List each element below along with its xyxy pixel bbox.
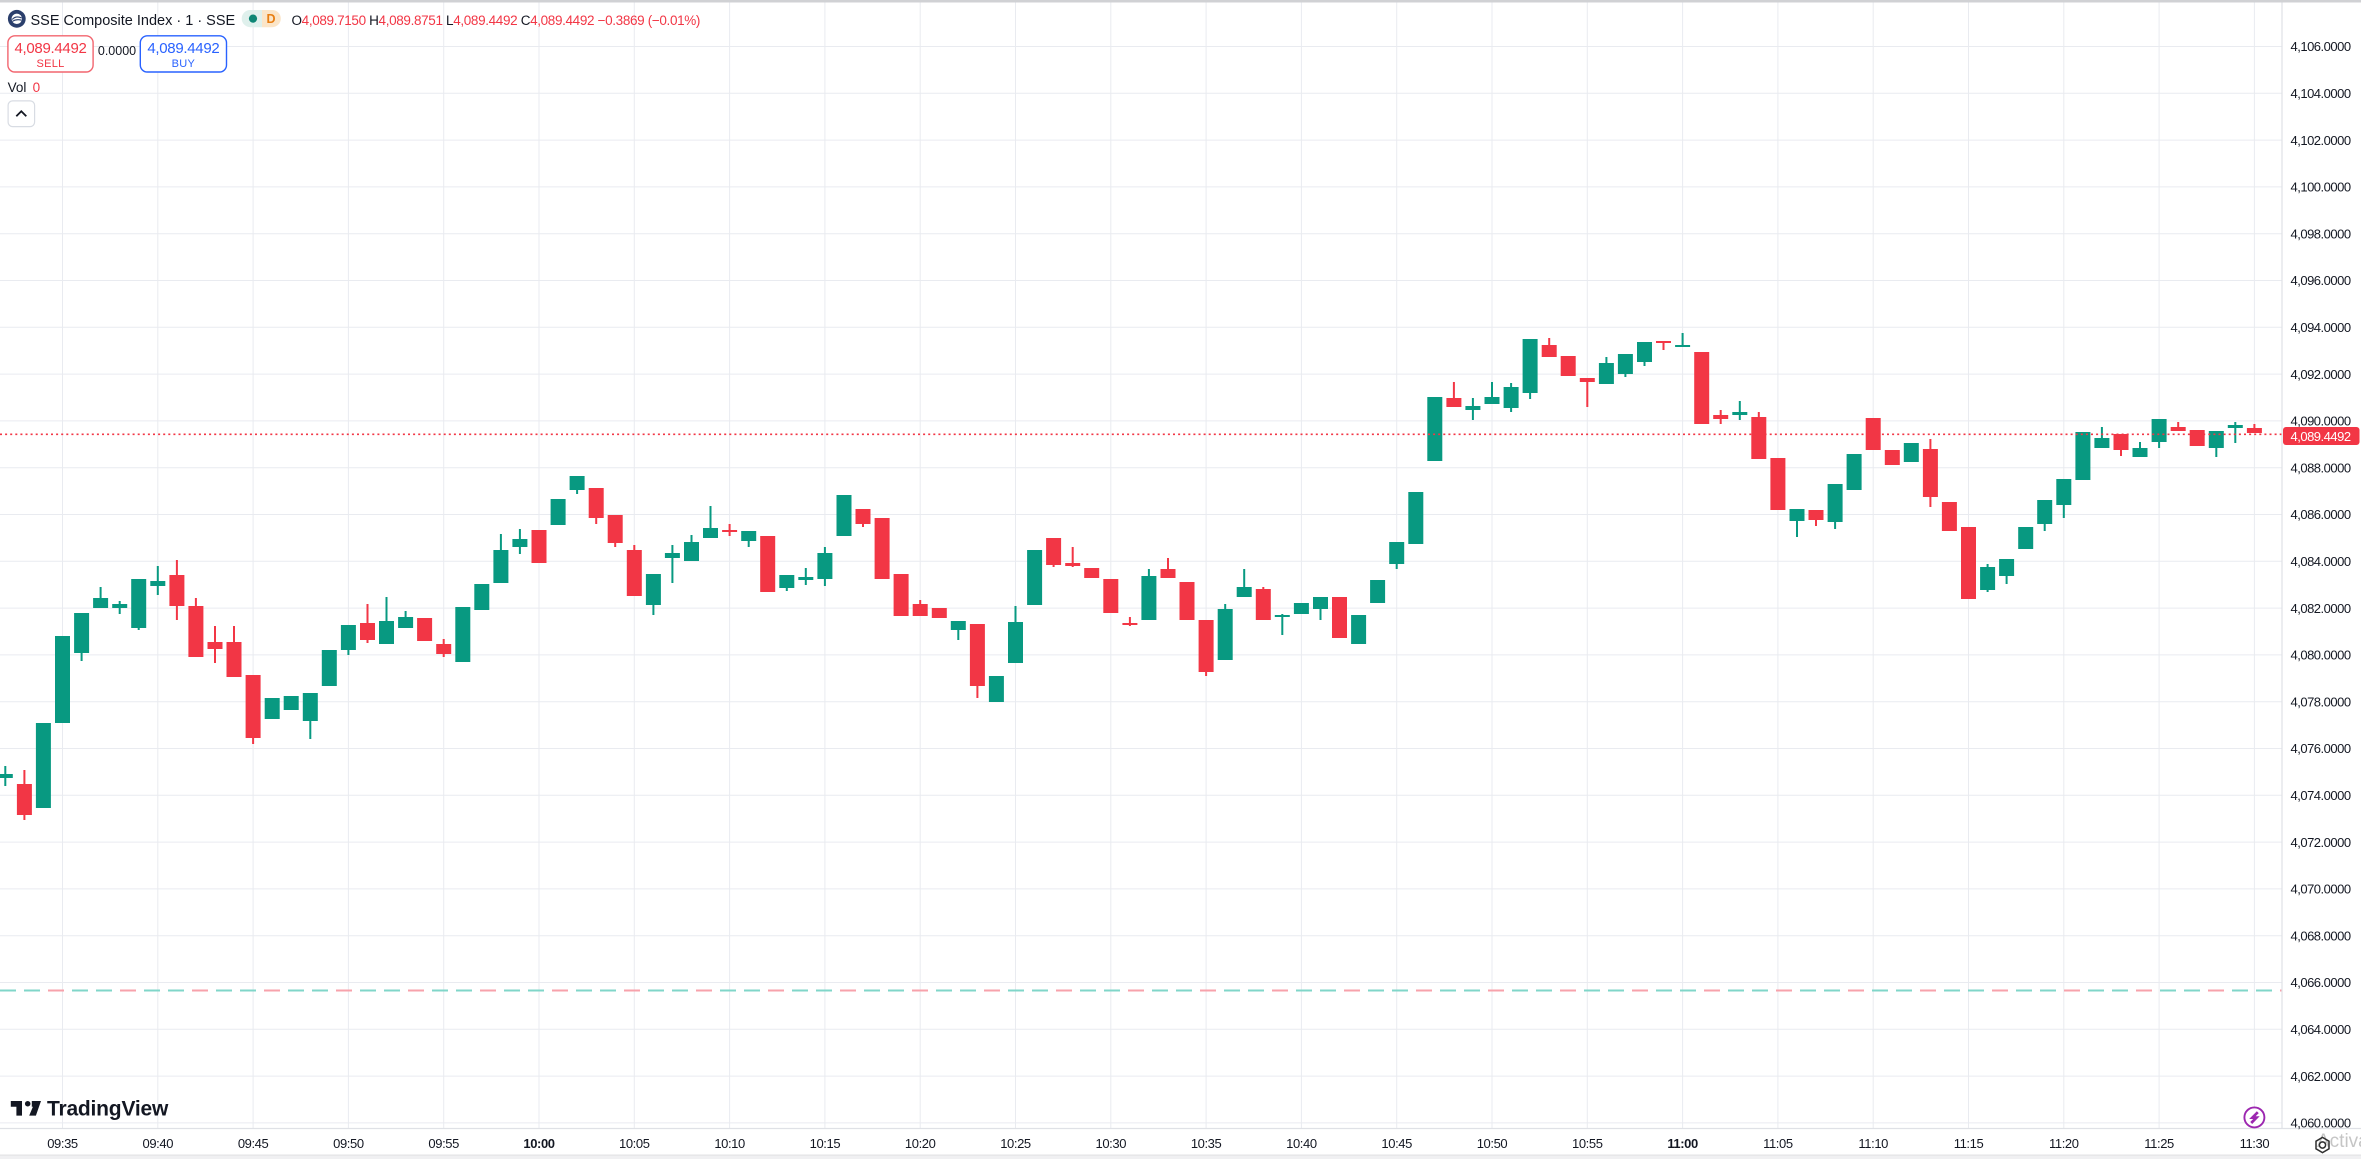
svg-text:4,080.0000: 4,080.0000: [2291, 648, 2351, 663]
svg-text:4,098.0000: 4,098.0000: [2291, 226, 2351, 241]
svg-text:4,100.0000: 4,100.0000: [2291, 180, 2351, 195]
svg-text:10:25: 10:25: [1000, 1136, 1031, 1151]
svg-text:09:50: 09:50: [333, 1136, 364, 1151]
svg-text:10:10: 10:10: [714, 1136, 745, 1151]
svg-text:11:30: 11:30: [2240, 1136, 2270, 1151]
svg-text:11:15: 11:15: [1954, 1136, 1984, 1151]
svg-text:O4,089.7150 H4,089.8751 L4,089: O4,089.7150 H4,089.8751 L4,089.4492 C4,0…: [292, 13, 701, 28]
svg-text:10:15: 10:15: [810, 1136, 841, 1151]
svg-text:4,089.4492: 4,089.4492: [147, 40, 219, 57]
svg-text:4,084.0000: 4,084.0000: [2291, 554, 2351, 569]
svg-text:4,082.0000: 4,082.0000: [2291, 601, 2351, 616]
svg-text:09:55: 09:55: [428, 1136, 459, 1151]
svg-text:BUY: BUY: [172, 58, 196, 70]
svg-text:11:20: 11:20: [2049, 1136, 2079, 1151]
svg-text:0.0000: 0.0000: [98, 44, 136, 58]
svg-text:4,064.0000: 4,064.0000: [2291, 1022, 2351, 1037]
svg-text:10:45: 10:45: [1381, 1136, 1412, 1151]
svg-text:4,074.0000: 4,074.0000: [2291, 788, 2351, 803]
svg-text:4,090.0000: 4,090.0000: [2291, 414, 2351, 429]
svg-text:4,094.0000: 4,094.0000: [2291, 320, 2351, 335]
svg-text:4,096.0000: 4,096.0000: [2291, 273, 2351, 288]
svg-text:SELL: SELL: [36, 58, 64, 70]
svg-text:4,076.0000: 4,076.0000: [2291, 741, 2351, 756]
svg-text:4,068.0000: 4,068.0000: [2291, 928, 2351, 943]
svg-text:10:55: 10:55: [1572, 1136, 1603, 1151]
svg-text:10:35: 10:35: [1191, 1136, 1222, 1151]
svg-text:4,089.4492: 4,089.4492: [14, 40, 86, 57]
svg-text:0: 0: [33, 80, 41, 95]
svg-text:10:20: 10:20: [905, 1136, 936, 1151]
svg-text:4,072.0000: 4,072.0000: [2291, 835, 2351, 850]
svg-text:4,104.0000: 4,104.0000: [2291, 86, 2351, 101]
svg-text:4,089.4492: 4,089.4492: [2291, 429, 2351, 444]
svg-text:09:35: 09:35: [47, 1136, 78, 1151]
svg-text:10:05: 10:05: [619, 1136, 650, 1151]
svg-text:10:00: 10:00: [523, 1136, 554, 1151]
svg-text:TradingView: TradingView: [47, 1098, 169, 1121]
svg-text:4,102.0000: 4,102.0000: [2291, 133, 2351, 148]
svg-text:D: D: [266, 12, 275, 26]
svg-text:11:25: 11:25: [2144, 1136, 2174, 1151]
svg-text:4,086.0000: 4,086.0000: [2291, 507, 2351, 522]
svg-text:SSE Composite Index · 1 · SSE: SSE Composite Index · 1 · SSE: [31, 13, 236, 29]
svg-text:4,062.0000: 4,062.0000: [2291, 1069, 2351, 1084]
svg-text:10:40: 10:40: [1286, 1136, 1317, 1151]
svg-text:11:00: 11:00: [1667, 1136, 1698, 1151]
svg-text:4,088.0000: 4,088.0000: [2291, 460, 2351, 475]
svg-text:4,092.0000: 4,092.0000: [2291, 367, 2351, 382]
svg-text:11:05: 11:05: [1763, 1136, 1793, 1151]
svg-text:09:40: 09:40: [143, 1136, 174, 1151]
svg-text:09:45: 09:45: [238, 1136, 269, 1151]
svg-text:4,078.0000: 4,078.0000: [2291, 694, 2351, 709]
svg-text:Activa: Activa: [2317, 1131, 2361, 1152]
svg-text:Vol: Vol: [8, 80, 27, 95]
svg-text:4,070.0000: 4,070.0000: [2291, 882, 2351, 897]
svg-text:10:30: 10:30: [1096, 1136, 1127, 1151]
svg-text:10:50: 10:50: [1477, 1136, 1508, 1151]
svg-text:4,060.0000: 4,060.0000: [2291, 1116, 2351, 1131]
svg-text:4,066.0000: 4,066.0000: [2291, 975, 2351, 990]
svg-text:4,106.0000: 4,106.0000: [2291, 39, 2351, 54]
svg-text:11:10: 11:10: [1858, 1136, 1888, 1151]
